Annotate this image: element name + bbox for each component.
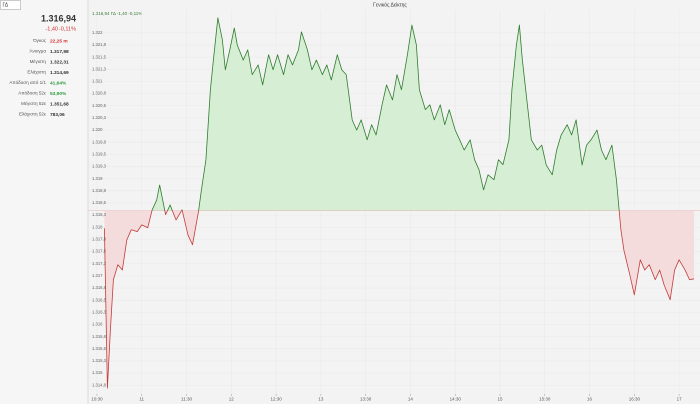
y-tick-label: 1.318 <box>92 224 103 229</box>
y-tick-label: 1.322 <box>92 30 103 35</box>
x-tick-label: 12 <box>229 397 235 402</box>
stat-value: 41,64% <box>50 80 67 86</box>
stat-value: 783,06 <box>50 112 65 118</box>
x-tick-label: 12:30 <box>270 397 282 402</box>
y-tick-label: 1.315,3 <box>92 358 107 363</box>
y-tick-label: 1.317 <box>92 273 103 278</box>
side-panel <box>0 0 88 404</box>
y-tick-label: 1.319,3 <box>92 164 107 169</box>
y-tick-label: 1.321,8 <box>92 42 107 47</box>
y-tick-label: 1.315 <box>92 370 103 375</box>
y-tick-label: 1.318,3 <box>92 212 107 217</box>
y-tick-label: 1.316 <box>92 322 103 327</box>
y-tick-label: 1.318,8 <box>92 188 107 193</box>
x-tick-label: 14 <box>408 397 414 402</box>
price-line <box>104 17 695 389</box>
y-tick-label: 1.320,3 <box>92 115 107 120</box>
stat-label: Ελάχιστη <box>27 69 46 75</box>
search-box[interactable] <box>0 0 21 10</box>
chart-subtitle: 1.316,94 ΓΔ -1,40 -0,11% <box>92 11 142 16</box>
y-tick-label: 1.321 <box>92 79 103 84</box>
y-tick-label: 1.314,8 <box>92 382 107 387</box>
x-tick-label: 10:30 <box>91 397 103 402</box>
x-tick-label: 11:30 <box>181 397 192 402</box>
stat-label: Όγκος <box>32 38 47 43</box>
stat-label: Ελάχιστη 52ε <box>19 111 46 117</box>
stat-value: 1.351,68 <box>50 101 69 107</box>
x-tick-label: 16 <box>587 397 593 402</box>
stat-label: Μέγιστη <box>30 58 47 64</box>
change-pct: -0,11% <box>59 26 76 32</box>
y-tick-label: 1.316,5 <box>92 297 107 302</box>
y-tick-label: 1.317,8 <box>92 237 107 242</box>
change: -1,40 <box>45 26 58 32</box>
y-tick-label: 1.316,3 <box>92 309 107 314</box>
search-text[interactable]: ΓΔ <box>3 2 9 8</box>
x-tick-label: 14:30 <box>450 397 462 402</box>
y-tick-label: 1.316,8 <box>92 285 107 290</box>
x-tick-label: 16:30 <box>629 397 641 402</box>
y-tick-label: 1.319,5 <box>92 151 107 156</box>
x-tick-label: 11 <box>139 397 144 402</box>
x-tick-label: 15:30 <box>539 397 551 402</box>
x-tick-label: 13:30 <box>360 397 372 402</box>
y-tick-label: 1.315,8 <box>92 334 107 339</box>
y-tick-label: 1.320 <box>92 127 103 132</box>
x-tick-label: 13 <box>318 397 324 402</box>
last-price: 1.316,94 <box>41 13 76 23</box>
stat-label: Απόδοση από 1/1 <box>9 79 46 85</box>
y-tick-label: 1.320,8 <box>92 91 107 96</box>
stat-value: 1.317,98 <box>50 49 69 55</box>
stat-value: 22,25 m <box>50 38 68 44</box>
chart-title: Γενικός Δείκτης <box>373 1 407 8</box>
y-tick-label: 1.320,5 <box>92 103 107 108</box>
stat-label: Απόδοση 52ε <box>18 90 46 96</box>
stat-value: 1.322,31 <box>50 59 69 65</box>
y-tick-label: 1.321,5 <box>92 54 107 59</box>
y-tick-label: 1.317,5 <box>92 249 107 254</box>
y-tick-label: 1.315,5 <box>92 346 107 351</box>
area-fill <box>104 17 695 389</box>
y-tick-label: 1.321,3 <box>92 66 107 71</box>
x-tick-label: 17 <box>677 397 683 402</box>
stat-value: 1.314,69 <box>50 70 69 76</box>
y-tick-label: 1.319 <box>92 176 103 181</box>
y-tick-label: 1.318,5 <box>92 200 107 205</box>
stat-label: Μέγιστη 52ε <box>21 100 46 106</box>
y-tick-label: 1.319,8 <box>92 139 107 144</box>
x-tick-label: 15 <box>497 397 503 402</box>
stat-value: 53,90% <box>50 91 67 97</box>
y-tick-label: 1.317,3 <box>92 261 107 266</box>
stat-label: Άνοιγμα <box>30 49 47 54</box>
